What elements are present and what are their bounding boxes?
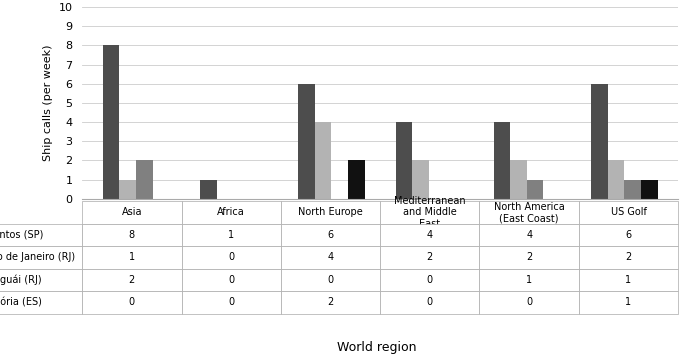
Bar <box>625 179 641 199</box>
Bar <box>641 179 658 199</box>
Y-axis label: Ship calls (per week): Ship calls (per week) <box>43 45 53 161</box>
Bar <box>510 160 527 199</box>
Bar <box>103 45 119 199</box>
Bar <box>314 122 332 199</box>
Bar <box>591 84 608 199</box>
Bar <box>136 160 153 199</box>
Text: World region: World region <box>337 342 416 354</box>
Bar <box>298 84 314 199</box>
Bar <box>201 179 217 199</box>
Bar <box>412 160 429 199</box>
Bar <box>527 179 543 199</box>
Bar <box>119 179 136 199</box>
Bar <box>396 122 412 199</box>
Bar <box>608 160 625 199</box>
Bar <box>493 122 510 199</box>
Bar <box>348 160 364 199</box>
